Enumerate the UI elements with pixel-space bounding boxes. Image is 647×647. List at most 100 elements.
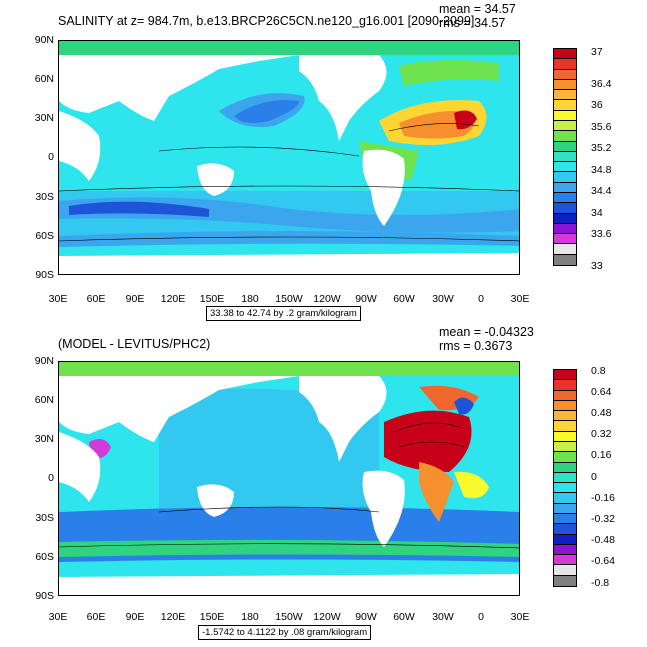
rms-value: rms = 0.3673 [439, 339, 513, 353]
salinity-map [59, 41, 519, 274]
colorbar-swatch [554, 431, 576, 442]
lon-label: 30E [48, 611, 68, 623]
colorbar-swatch [554, 120, 576, 132]
circumpolar-band [59, 231, 519, 247]
mean-value: mean = 34.57 [439, 2, 516, 16]
land-south-america [362, 149, 405, 226]
nordic-seas-band [399, 60, 499, 86]
contour-line [59, 543, 519, 549]
lon-label: 30E [48, 293, 68, 305]
lon-label: 60E [86, 293, 106, 305]
colorbar-swatch [554, 370, 576, 381]
lat-label: 0 [48, 151, 54, 163]
colorbar-label: 0.32 [591, 428, 612, 440]
contour-line [59, 185, 519, 192]
colorbar-swatch [554, 59, 576, 70]
lat-label: 30S [35, 191, 54, 203]
lon-label: 0 [478, 611, 484, 623]
colorbar-swatch [554, 472, 576, 484]
circumpolar-anomaly [59, 539, 519, 557]
lon-label: 150E [199, 293, 225, 305]
colorbar-swatch [554, 254, 576, 265]
colorbar-swatch [554, 534, 576, 545]
contour-info-box: -1.5742 to 4.1122 by .08 gram/kilogram [198, 625, 372, 640]
salinity-map-panel: SALINITY at z= 984.7m, b.e13.BRCP26C5CN.… [0, 0, 647, 323]
land-north-america [299, 376, 387, 462]
land-eurasia [59, 376, 299, 442]
map-frame [58, 361, 520, 596]
lon-label: 120W [313, 293, 341, 305]
atlantic-anomaly-high [384, 410, 472, 472]
land-africa [59, 111, 101, 181]
south-atlantic-anomaly [419, 462, 454, 522]
colorbar-swatch [554, 555, 576, 566]
colorbar-label: 0.64 [591, 386, 612, 398]
colorbar-swatch [554, 441, 576, 453]
colorbar-swatch [554, 213, 576, 224]
lon-label: 30E [510, 611, 530, 623]
contour-line [398, 441, 465, 448]
colorbar-swatch [554, 100, 576, 111]
colorbar-swatch [554, 162, 576, 173]
colorbar-swatch [554, 69, 576, 80]
colorbar-swatch [554, 244, 576, 255]
difference-map [59, 362, 519, 595]
lon-label: 60W [393, 293, 415, 305]
lon-label: 180 [241, 293, 259, 305]
colorbar-swatch [554, 452, 576, 463]
colorbar-swatch [554, 411, 576, 422]
colorbar-swatch [554, 182, 576, 193]
colorbar-label: 34 [591, 207, 603, 219]
contour-line [158, 146, 360, 157]
colorbar-swatch [554, 79, 576, 91]
colorbar-label: -0.48 [591, 534, 615, 546]
lon-label: 150E [199, 611, 225, 623]
lat-label: 90N [34, 355, 54, 367]
colorbar-swatch [554, 192, 576, 204]
lat-label: 60S [35, 551, 54, 563]
colorbar-swatch [554, 513, 576, 525]
colorbar-swatch [554, 390, 576, 401]
colorbar-label: 0 [591, 471, 597, 483]
lon-label: 120E [160, 293, 186, 305]
contour-line [158, 506, 380, 513]
contour-line [388, 123, 480, 132]
contour-line [393, 422, 460, 433]
land-eurasia [59, 55, 299, 121]
colorbar-swatch [554, 462, 576, 473]
colorbar-label: 0.8 [591, 365, 606, 377]
colorbar-swatch [554, 49, 576, 60]
colorbar-label: 34.4 [591, 185, 612, 197]
land-antarctica [59, 253, 519, 274]
colorbar-swatch [554, 223, 576, 235]
contour-info-box: 33.38 to 42.74 by .2 gram/kilogram [206, 306, 361, 321]
colorbar-swatch [554, 565, 576, 576]
colorbar-label: -0.32 [591, 513, 615, 525]
land-south-america [362, 470, 405, 547]
lon-label: 90E [125, 611, 145, 623]
colorbar-swatch [554, 234, 576, 245]
colorbar-swatch [554, 483, 576, 494]
contour-line [59, 236, 519, 242]
lat-label: 30S [35, 512, 54, 524]
lat-label: 90S [35, 590, 54, 602]
colorbar-label: 35.2 [591, 142, 612, 154]
colorbar-label: 33.6 [591, 228, 612, 240]
colorbar-swatch [554, 544, 576, 556]
lat-label: 60S [35, 230, 54, 242]
colorbar [553, 48, 577, 266]
lat-label: 90N [34, 34, 54, 46]
arctic-band [59, 41, 519, 55]
colorbar [553, 369, 577, 587]
lon-label: 120W [313, 611, 341, 623]
lon-label: 30E [510, 293, 530, 305]
lon-label: 180 [241, 611, 259, 623]
lon-label: 0 [478, 293, 484, 305]
land-africa [59, 432, 101, 502]
lon-label: 120E [160, 611, 186, 623]
lat-label: 90S [35, 269, 54, 281]
colorbar-label: 33 [591, 260, 603, 272]
lon-label: 90W [355, 611, 377, 623]
lon-label: 60W [393, 611, 415, 623]
nordic-negative-anomaly [454, 397, 474, 415]
